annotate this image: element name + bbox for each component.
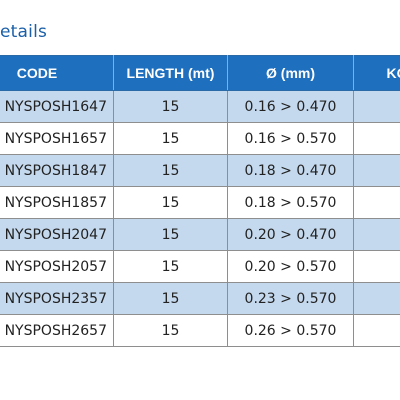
table-row: NYSPOSH1857 15 0.18 > 0.570 <box>0 186 400 219</box>
header-code: CODE <box>0 55 114 91</box>
cell-diameter: 0.26 > 0.570 <box>227 314 354 347</box>
cell-diameter: 0.16 > 0.570 <box>227 122 354 155</box>
cell-kg <box>353 314 400 347</box>
cell-length: 15 <box>113 218 228 251</box>
cell-kg <box>353 186 400 219</box>
header-kg: KG <box>353 55 400 91</box>
cell-diameter: 0.16 > 0.470 <box>227 90 354 123</box>
cell-kg <box>353 250 400 283</box>
cell-length: 15 <box>113 90 228 123</box>
header-length: LENGTH (mt) <box>113 55 228 91</box>
cell-kg <box>353 90 400 123</box>
cell-kg <box>353 218 400 251</box>
cell-code: NYSPOSH2657 <box>0 314 114 347</box>
spec-table: CODE LENGTH (mt) Ø (mm) KG NYSPOSH1647 1… <box>0 55 400 347</box>
cell-code: NYSPOSH1647 <box>0 90 114 123</box>
cell-code: NYSPOSH2057 <box>0 250 114 283</box>
cell-kg <box>353 154 400 187</box>
table-header-row: CODE LENGTH (mt) Ø (mm) KG <box>0 55 400 91</box>
cell-length: 15 <box>113 122 228 155</box>
cell-code: NYSPOSH2357 <box>0 282 114 315</box>
cell-diameter: 0.20 > 0.470 <box>227 218 354 251</box>
cell-code: NYSPOSH1847 <box>0 154 114 187</box>
cell-length: 15 <box>113 282 228 315</box>
cell-diameter: 0.20 > 0.570 <box>227 250 354 283</box>
cell-length: 15 <box>113 314 228 347</box>
cell-code: NYSPOSH1857 <box>0 186 114 219</box>
cell-diameter: 0.23 > 0.570 <box>227 282 354 315</box>
cell-diameter: 0.18 > 0.470 <box>227 154 354 187</box>
cell-code: NYSPOSH1657 <box>0 122 114 155</box>
cell-diameter: 0.18 > 0.570 <box>227 186 354 219</box>
table-row: NYSPOSH1647 15 0.16 > 0.470 <box>0 90 400 123</box>
table-row: NYSPOSH2357 15 0.23 > 0.570 <box>0 282 400 315</box>
cell-length: 15 <box>113 250 228 283</box>
cell-kg <box>353 282 400 315</box>
table-row: NYSPOSH1847 15 0.18 > 0.470 <box>0 154 400 187</box>
table-row: NYSPOSH2047 15 0.20 > 0.470 <box>0 218 400 251</box>
header-diameter: Ø (mm) <box>227 55 354 91</box>
cell-length: 15 <box>113 154 228 187</box>
cell-kg <box>353 122 400 155</box>
section-title: etails <box>0 22 48 42</box>
table-row: NYSPOSH2057 15 0.20 > 0.570 <box>0 250 400 283</box>
table-row: NYSPOSH2657 15 0.26 > 0.570 <box>0 314 400 347</box>
cell-code: NYSPOSH2047 <box>0 218 114 251</box>
cell-length: 15 <box>113 186 228 219</box>
table-row: NYSPOSH1657 15 0.16 > 0.570 <box>0 122 400 155</box>
